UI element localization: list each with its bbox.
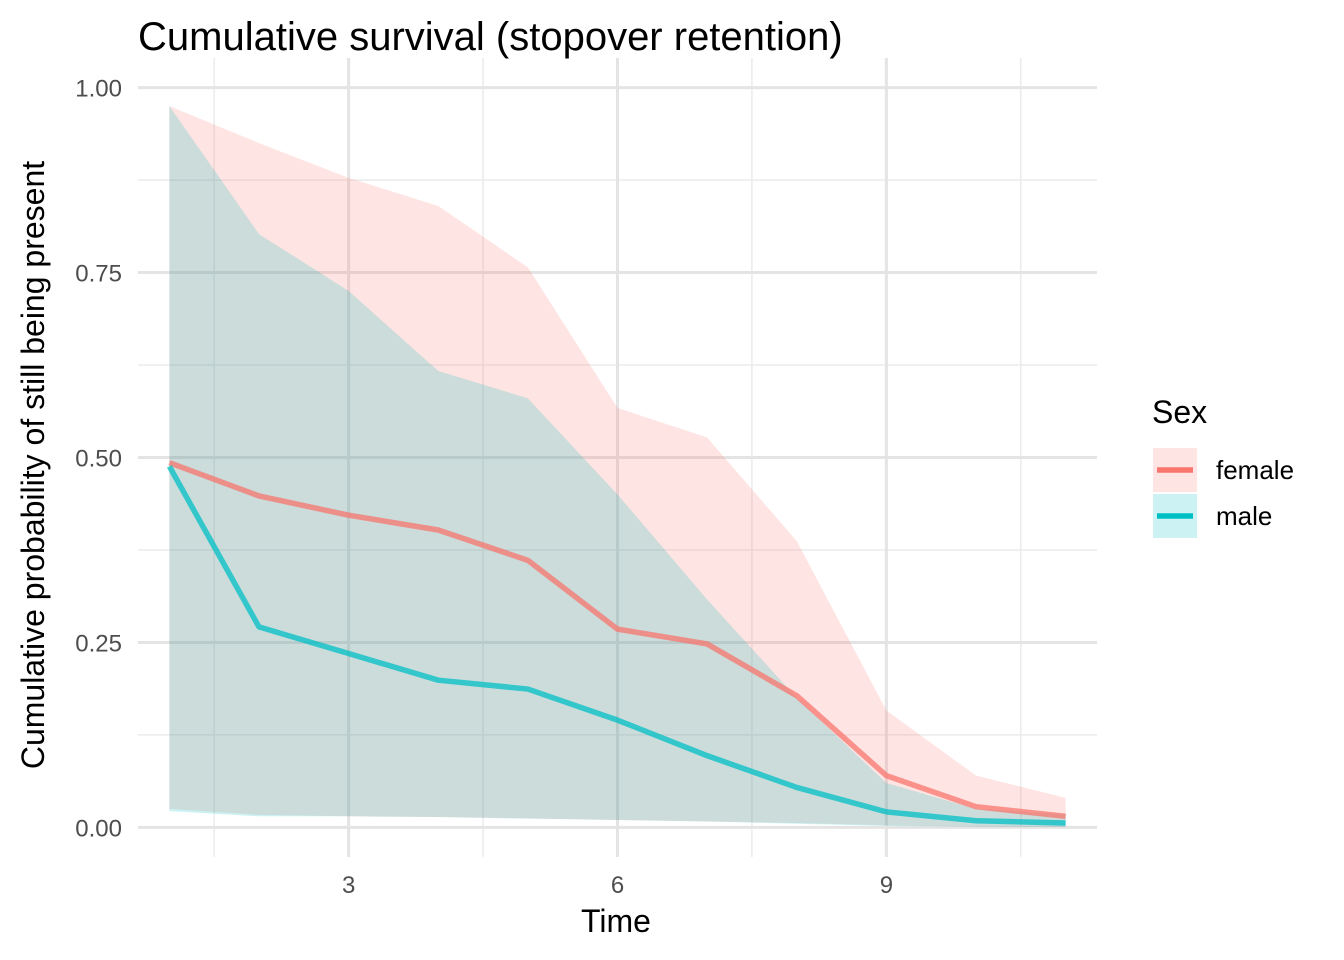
x-tick-label: 9	[880, 872, 893, 899]
line-female	[168, 460, 1066, 820]
ribbon-female	[169, 106, 1066, 828]
x-axis-ticks: 3 6 9	[342, 872, 893, 899]
y-tick-label: 0.75	[75, 261, 122, 288]
y-tick-label: 0.25	[75, 630, 122, 657]
legend-items: female male	[1153, 448, 1294, 538]
legend: Sex female male	[1152, 394, 1294, 538]
major-grid	[138, 58, 1097, 857]
legend-title: Sex	[1152, 394, 1207, 430]
x-tick-label: 3	[342, 872, 355, 899]
y-tick-label: 1.00	[75, 76, 122, 103]
line-male	[166, 465, 1066, 826]
y-tick-label: 0.50	[75, 446, 122, 473]
chart-title: Cumulative survival (stopover retention)	[138, 15, 843, 59]
ribbon-male	[169, 106, 1066, 828]
y-tick-label: 0.00	[75, 815, 122, 842]
confidence-ribbons	[169, 106, 1066, 828]
y-axis-ticks: 0.00 0.25 0.50 0.75 1.00	[75, 76, 122, 843]
legend-label-male: male	[1216, 501, 1272, 531]
legend-label-female: female	[1216, 455, 1294, 485]
y-axis-title: Cumulative probability of still being pr…	[15, 161, 51, 769]
x-axis-title: Time	[581, 903, 651, 939]
x-tick-label: 6	[611, 872, 624, 899]
series-lines	[166, 460, 1066, 826]
